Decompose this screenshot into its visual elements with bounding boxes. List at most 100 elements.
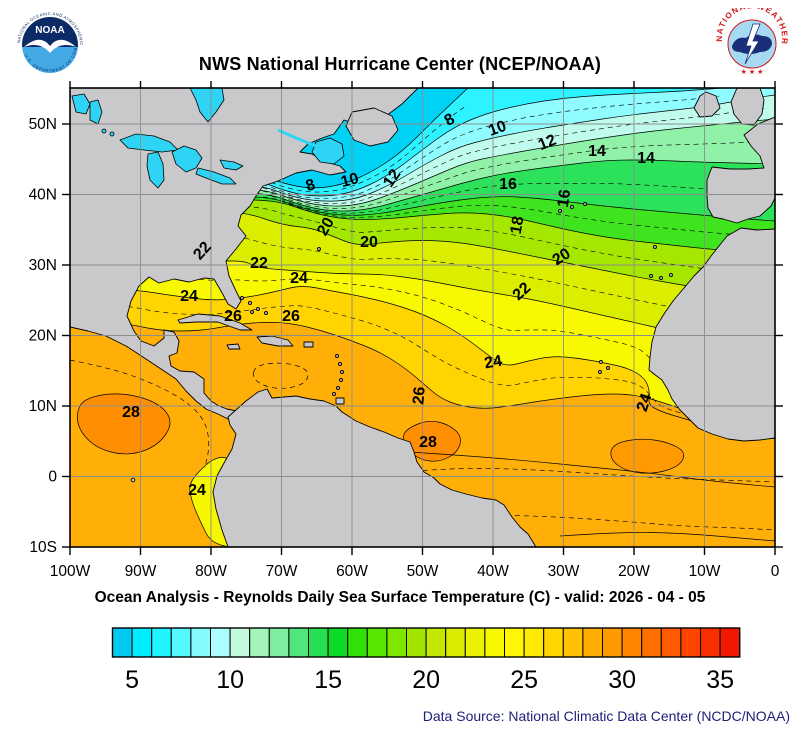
colorbar-cell [602, 627, 623, 658]
lake-layer [71, 88, 345, 189]
extra-contour [70, 359, 210, 469]
contour-label-24: 24 [290, 270, 308, 287]
colorbar-cell [229, 627, 251, 658]
isotherm-22 [70, 247, 775, 352]
lake-erie [195, 167, 237, 185]
colorbar-cell [347, 627, 368, 658]
contour-label-24: 24 [483, 353, 504, 373]
page-title: NWS National Hurricane Center (NCEP/NOAA… [198, 54, 602, 74]
colorbar-cell [268, 627, 290, 658]
lat-label: 20N [29, 328, 57, 345]
lat-label: 10N [29, 398, 57, 415]
lon-label: 10W [689, 563, 721, 580]
colorbar-cell [543, 627, 564, 658]
contour-label-18: 18 [508, 215, 528, 236]
isotherm-14 [70, 159, 775, 212]
ireland-island [693, 91, 721, 118]
lake-manitoba [89, 99, 103, 125]
nws-ring-stars: ★ ★ ★ [741, 68, 764, 76]
colorbar-border [111, 627, 741, 658]
colorbar-cell [327, 627, 349, 658]
colorbar: 5 10 15 20 25 30 35 [111, 627, 741, 694]
colorbar-cell [366, 627, 388, 658]
colorbar-cell [719, 627, 741, 658]
data-source-note: Data Source: National Climatic Data Cent… [422, 708, 790, 724]
france-iberia-landmass [706, 116, 775, 224]
cuba-island [177, 313, 253, 331]
lon-label: 60W [336, 563, 368, 580]
contour-label-26: 26 [282, 308, 300, 325]
colorbar-cell [425, 627, 447, 658]
colorbar-cell [249, 627, 270, 658]
contour-label-24: 24 [180, 288, 198, 305]
contour-label-14: 14 [588, 143, 606, 160]
gulf-of-st-lawrence [311, 137, 345, 165]
lon-label: 80W [195, 563, 227, 580]
noaa-seagull-icon [24, 39, 76, 53]
isotherm-10 [70, 94, 775, 202]
colorbar-cell [582, 627, 604, 658]
lon-label: 20W [618, 563, 650, 580]
colorbar-cell [504, 627, 525, 658]
contour-label-10: 10 [486, 118, 509, 140]
colorbar-tick-label: 5 [125, 666, 139, 694]
colorbar-cell [700, 627, 721, 658]
colorbar-tick-label: 20 [412, 666, 440, 694]
colorbar-cell [288, 627, 309, 658]
puerto-rico-island [303, 341, 314, 348]
lat-label: 50N [29, 116, 57, 133]
contour-label-26: 26 [410, 386, 428, 405]
colorbar-cell [170, 627, 192, 658]
map-frame [62, 81, 783, 555]
contour-label-28: 28 [419, 434, 437, 451]
lat-label: 30N [29, 257, 57, 274]
east-pacific-28-pool [76, 393, 171, 455]
africa-landmass [648, 227, 775, 442]
lake-michigan [146, 151, 165, 189]
colorbar-tick-label: 25 [510, 666, 538, 694]
contour-label-20: 20 [314, 215, 338, 239]
contour-label-12: 12 [536, 132, 559, 154]
noaa-logo: NOAA NATIONAL OCEANIC AND ATMOSPHERIC AD… [12, 7, 87, 82]
sw-caribbean-27-dashed [252, 362, 309, 389]
st-lawrence-river [277, 128, 317, 148]
contour-label-24: 24 [188, 482, 206, 499]
extra-contour [559, 532, 775, 542]
grid-layer [70, 88, 775, 547]
newfoundland-island [345, 107, 399, 147]
colorbar-cell [210, 627, 231, 658]
colorbar-cell [484, 627, 505, 658]
jamaica-island [226, 343, 241, 350]
colorbar-cell [131, 627, 153, 658]
small-lake [109, 131, 115, 137]
colorbar-cell [641, 627, 662, 658]
nws-lightning-icon [744, 23, 761, 65]
lat-label: 0 [48, 469, 57, 486]
extra-contour [359, 468, 775, 483]
colorbar-tick-label: 10 [216, 666, 244, 694]
contour-label-20: 20 [360, 234, 378, 251]
noaa-logo-text: NOAA [35, 25, 64, 36]
contour-label-16: 16 [499, 176, 517, 193]
nws-logo: NATIONAL WEATHER SERVICE ★ ★ ★ [716, 8, 788, 79]
lon-label: 30W [548, 563, 580, 580]
lat-label: 40N [29, 187, 57, 204]
contour-label-14: 14 [637, 150, 655, 167]
isotherm-16 [70, 196, 775, 222]
lon-label: 0 [771, 563, 780, 580]
colorbar-cell [406, 627, 427, 658]
colorbar-cell [523, 627, 545, 658]
lat-label: 10S [29, 539, 57, 556]
south-america-landmass [212, 388, 537, 547]
colorbar-tick-label: 35 [706, 666, 734, 694]
colorbar-cell [386, 627, 407, 658]
colorbar-cell [660, 627, 682, 658]
colorbar-cell [151, 627, 172, 658]
isotherm-18 [70, 199, 775, 255]
small-islands [130, 202, 673, 483]
hudson-james-bay [189, 88, 225, 123]
colorbar-cell [621, 627, 643, 658]
contour-layer [70, 88, 775, 542]
